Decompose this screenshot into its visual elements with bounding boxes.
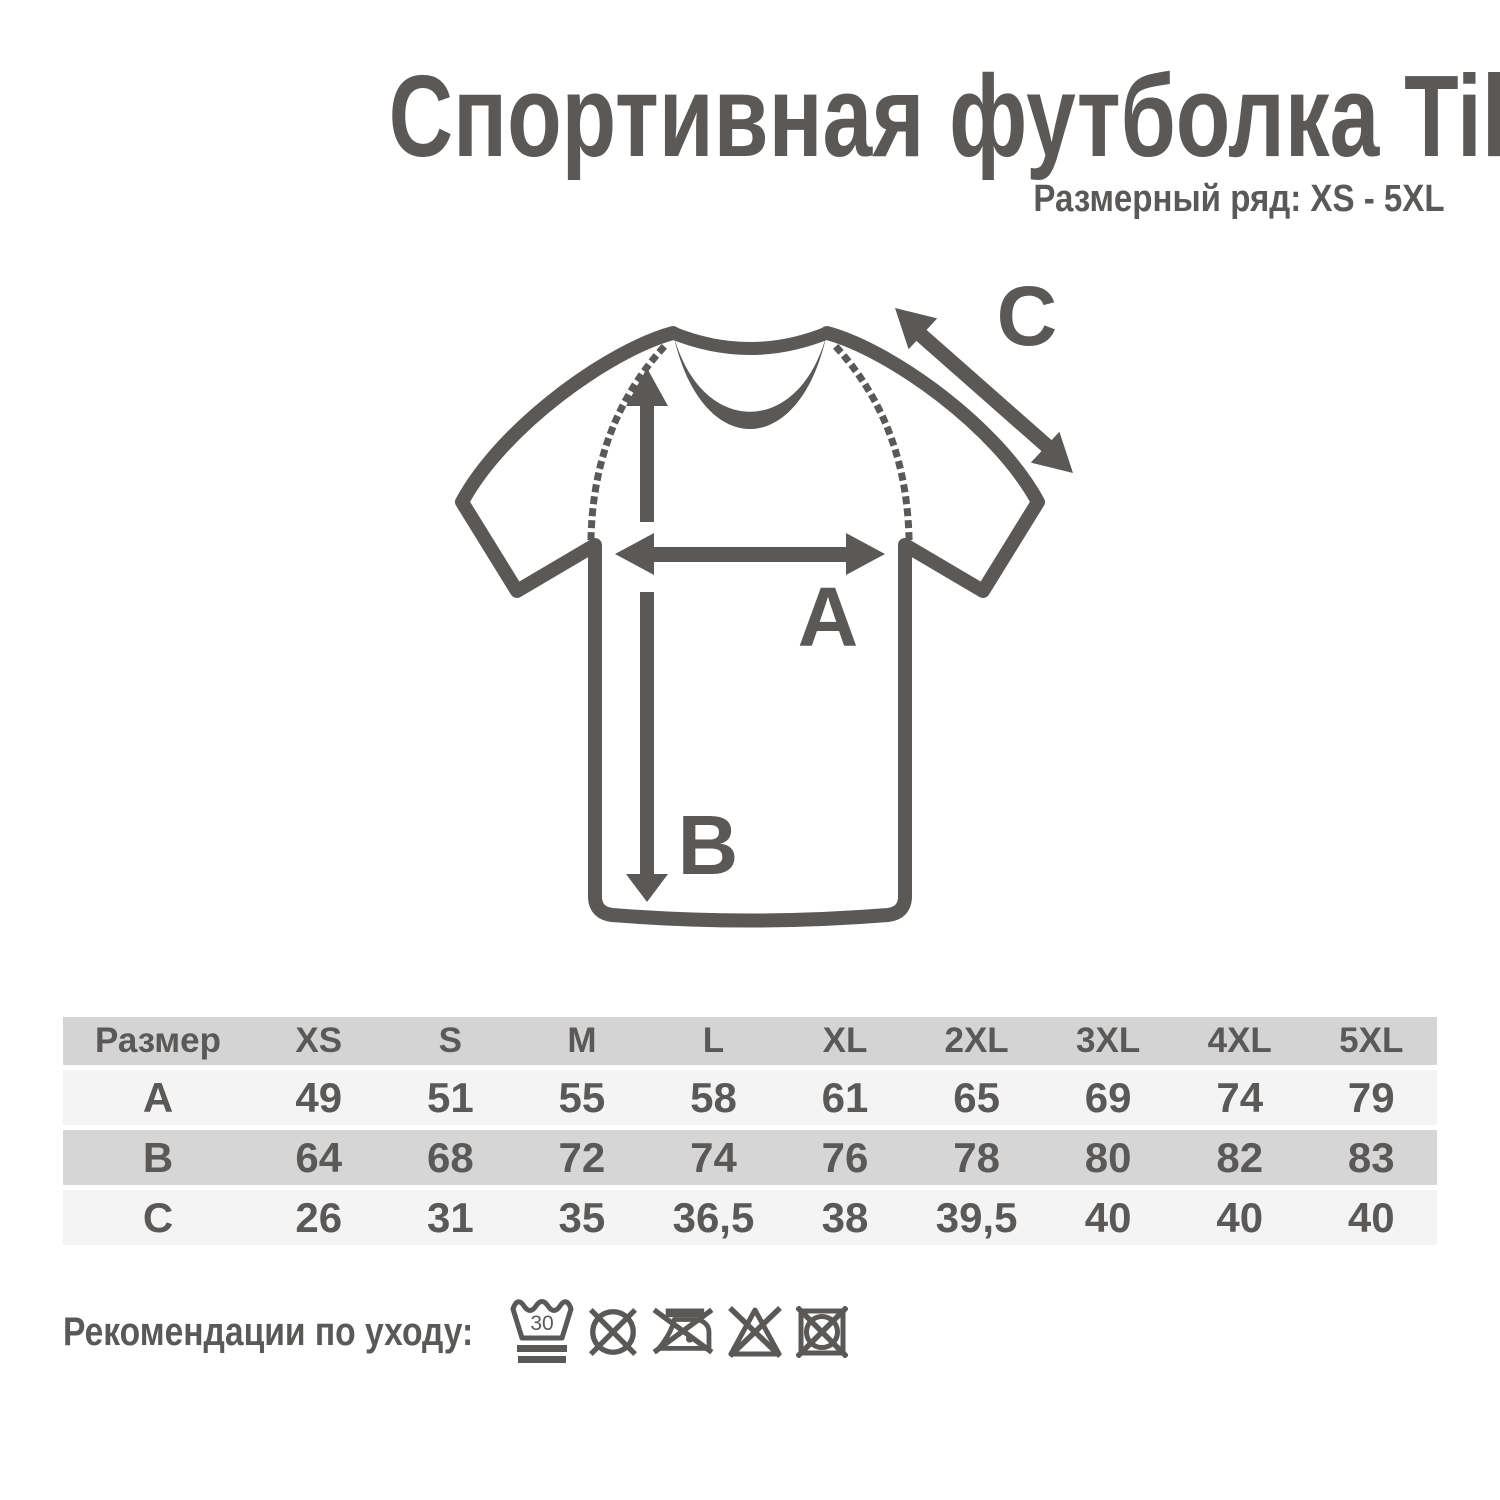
size-value: 36,5 bbox=[672, 1194, 755, 1241]
size-value: 26 bbox=[295, 1194, 343, 1241]
arrow-c-head-up bbox=[895, 308, 938, 350]
measure-label-a: A bbox=[798, 570, 859, 664]
size-value: 74 bbox=[690, 1134, 737, 1181]
size-value: 64 bbox=[295, 1134, 343, 1181]
row-label: A bbox=[142, 1074, 174, 1121]
size-value: 78 bbox=[953, 1134, 1000, 1181]
size-value: 38 bbox=[821, 1194, 869, 1241]
size-value: 39,5 bbox=[935, 1194, 1018, 1241]
size-value: 35 bbox=[558, 1194, 606, 1241]
care-recommendations: Рекомендации по уходу: 30 bbox=[63, 1292, 1063, 1372]
size-value: 82 bbox=[1216, 1134, 1264, 1181]
do-not-iron-icon bbox=[652, 1307, 714, 1355]
size-table-header-cell: 4XL bbox=[1207, 1021, 1272, 1060]
wash-30-gentle-icon: 30 bbox=[510, 1299, 574, 1363]
size-value: 40 bbox=[1216, 1194, 1264, 1241]
size-range-subtitle-text: Размерный ряд: XS - 5XL bbox=[1033, 178, 1445, 220]
size-value: 79 bbox=[1347, 1074, 1395, 1121]
size-value: 69 bbox=[1084, 1074, 1132, 1121]
row-label: C bbox=[142, 1194, 174, 1241]
size-value: 76 bbox=[821, 1134, 869, 1181]
size-value: 80 bbox=[1084, 1134, 1132, 1181]
measure-label-c: C bbox=[997, 269, 1058, 363]
size-value: 40 bbox=[1084, 1194, 1132, 1241]
size-value: 51 bbox=[426, 1074, 474, 1121]
arrow-b-head-down bbox=[626, 874, 668, 902]
size-table-row-b: B 64 68 72 74 76 78 80 82 83 bbox=[63, 1130, 1437, 1185]
size-table-header-cell: XS bbox=[295, 1021, 343, 1060]
size-table-header-row: Размер XS S M L XL 2XL 3XL 4XL 5XL bbox=[63, 1017, 1437, 1065]
do-not-dry-clean-icon bbox=[588, 1307, 638, 1357]
size-table-header-cell: S bbox=[438, 1021, 463, 1060]
size-table-row-a: A 49 51 55 58 61 65 69 74 79 bbox=[63, 1070, 1437, 1125]
arrow-a-head-right bbox=[846, 533, 885, 575]
size-range-subtitle: Размерный ряд: XS - 5XL bbox=[445, 180, 1445, 218]
arrow-b-shaft-bottom bbox=[640, 592, 654, 875]
size-table-header-cell: XL bbox=[822, 1021, 868, 1060]
size-value: 55 bbox=[558, 1074, 606, 1121]
arrow-a-shaft bbox=[652, 547, 848, 562]
measurement-arrows bbox=[615, 308, 1073, 902]
collar-back-line bbox=[666, 326, 834, 355]
size-value: 65 bbox=[953, 1074, 1000, 1121]
tshirt-measurement-diagram: A B C bbox=[420, 265, 1120, 965]
size-value: 49 bbox=[295, 1074, 343, 1121]
size-table: Размер XS S M L XL 2XL 3XL 4XL 5XL A 49 … bbox=[63, 1017, 1437, 1250]
size-table-header-cell: M bbox=[567, 1021, 597, 1060]
size-table-header-cell: L bbox=[702, 1021, 725, 1060]
collar-band bbox=[673, 333, 827, 429]
arrow-b-head-up bbox=[626, 368, 668, 406]
size-value: 40 bbox=[1347, 1194, 1395, 1241]
page-title: Спортивная футболка Tikal bbox=[25, 58, 1500, 174]
size-value: 72 bbox=[558, 1134, 606, 1181]
care-label: Рекомендации по уходу: bbox=[63, 1310, 474, 1354]
size-table-header-cell: 5XL bbox=[1339, 1021, 1404, 1060]
size-table-header-cell: 2XL bbox=[944, 1021, 1009, 1060]
raglan-seam-right bbox=[833, 344, 913, 542]
size-table-row-c: C 26 31 35 36,5 38 39,5 40 40 40 bbox=[63, 1190, 1437, 1245]
size-table-header-cell: Размер bbox=[94, 1021, 222, 1060]
size-value: 68 bbox=[426, 1134, 474, 1181]
size-value: 31 bbox=[426, 1194, 474, 1241]
page-title-text: Спортивная футболка Tikal bbox=[388, 51, 1500, 181]
size-value: 74 bbox=[1216, 1074, 1264, 1121]
tshirt-diagram-svg: A B C bbox=[455, 269, 1073, 928]
measure-label-b: B bbox=[678, 798, 739, 892]
size-value: 61 bbox=[821, 1074, 869, 1121]
do-not-bleach-icon bbox=[728, 1306, 782, 1358]
wash-temperature-label: 30 bbox=[530, 1312, 553, 1335]
arrow-b-shaft-top bbox=[640, 404, 654, 522]
row-label: B bbox=[142, 1134, 174, 1181]
arrow-c-shaft bbox=[916, 329, 1052, 452]
size-value: 83 bbox=[1347, 1134, 1395, 1181]
raglan-seam-left bbox=[587, 344, 667, 542]
do-not-tumble-dry-icon bbox=[796, 1306, 848, 1358]
size-table-header-cell: 3XL bbox=[1076, 1021, 1141, 1060]
tshirt-outline bbox=[455, 326, 1045, 928]
care-icons: 30 bbox=[510, 1292, 848, 1372]
arrow-a-head-left bbox=[615, 533, 654, 575]
arrow-c-head-down bbox=[1030, 431, 1073, 473]
size-value: 58 bbox=[690, 1074, 737, 1121]
